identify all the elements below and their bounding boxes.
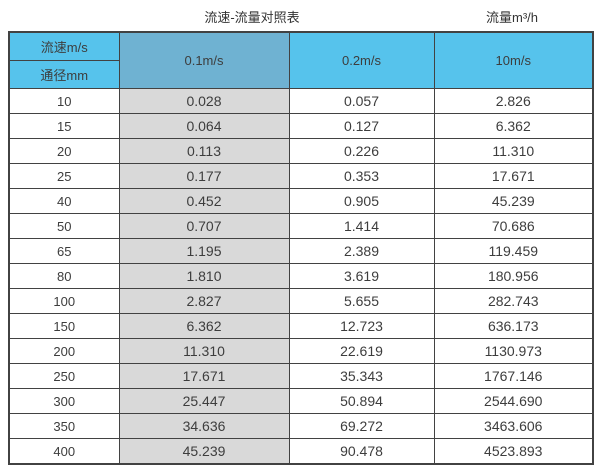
flow-value-cell: 1.195 bbox=[118, 238, 290, 264]
flow-value-cell: 69.272 bbox=[288, 413, 435, 439]
flow-value-cell: 0.905 bbox=[288, 188, 435, 214]
table-row: 80 1.810 3.619 180.956 bbox=[8, 263, 594, 289]
flow-value-cell: 0.226 bbox=[288, 138, 435, 164]
flow-value-cell: 0.057 bbox=[288, 88, 435, 114]
page-header: 流速-流量对照表 流量m³/h bbox=[0, 0, 600, 30]
header-row-bottom: 通径mm bbox=[8, 60, 593, 89]
diameter-cell: 80 bbox=[8, 263, 120, 289]
flow-value-cell: 45.239 bbox=[433, 188, 594, 214]
flow-value-cell: 0.177 bbox=[118, 163, 290, 189]
diameter-cell: 40 bbox=[8, 188, 120, 214]
flow-value-cell: 2.827 bbox=[118, 288, 290, 314]
flow-value-cell: 119.459 bbox=[433, 238, 594, 264]
flow-value-cell: 17.671 bbox=[118, 363, 290, 389]
flow-value-cell: 5.655 bbox=[288, 288, 435, 314]
column-header-velocity-10: 10m/s bbox=[433, 31, 594, 89]
diameter-cell: 15 bbox=[8, 113, 120, 139]
flow-value-cell: 50.894 bbox=[288, 388, 435, 414]
table-row: 10 0.028 0.057 2.826 bbox=[8, 88, 594, 114]
diameter-cell: 400 bbox=[8, 438, 120, 465]
column-header-velocity-0-1: 0.1m/s bbox=[118, 31, 290, 89]
flow-rate-table: 流速m/s 0.1m/s 0.2m/s 10m/s 通径mm 10 0.028 0.… bbox=[8, 31, 594, 465]
page-title: 流速-流量对照表 bbox=[204, 10, 300, 25]
flow-value-cell: 12.723 bbox=[288, 313, 435, 339]
flow-value-cell: 1130.973 bbox=[433, 338, 594, 364]
table-row: 50 0.707 1.414 70.686 bbox=[8, 213, 594, 239]
diameter-cell: 25 bbox=[8, 163, 120, 189]
table-row: 40 0.452 0.905 45.239 bbox=[8, 188, 594, 214]
flow-value-cell: 22.619 bbox=[288, 338, 435, 364]
table-body: 10 0.028 0.057 2.826 15 0.064 0.127 6.362 20 0.11… bbox=[8, 88, 594, 465]
flow-value-cell: 45.239 bbox=[118, 438, 290, 465]
table-row: 250 17.671 35.343 1767.146 bbox=[8, 363, 594, 389]
flow-value-cell: 11.310 bbox=[118, 338, 290, 364]
flow-value-cell: 1.810 bbox=[118, 263, 290, 289]
diameter-cell: 100 bbox=[8, 288, 120, 314]
diameter-cell: 50 bbox=[8, 213, 120, 239]
diameter-cell: 250 bbox=[8, 363, 120, 389]
flow-value-cell: 3.619 bbox=[288, 263, 435, 289]
table-header: 流速m/s 0.1m/s 0.2m/s 10m/s 通径mm bbox=[8, 31, 594, 89]
flow-value-cell: 6.362 bbox=[118, 313, 290, 339]
table-row: 300 25.447 50.894 2544.690 bbox=[8, 388, 594, 414]
flow-value-cell: 2544.690 bbox=[433, 388, 594, 414]
table-row: 65 1.195 2.389 119.459 bbox=[8, 238, 594, 264]
corner-velocity-label: 流速m/s bbox=[8, 31, 120, 61]
flow-value-cell: 70.686 bbox=[433, 213, 594, 239]
corner-diameter-label: 通径mm bbox=[8, 60, 120, 89]
table-row: 25 0.177 0.353 17.671 bbox=[8, 163, 594, 189]
flow-value-cell: 0.064 bbox=[118, 113, 290, 139]
flow-value-cell: 2.826 bbox=[433, 88, 594, 114]
flow-value-cell: 90.478 bbox=[288, 438, 435, 465]
table-row: 100 2.827 5.655 282.743 bbox=[8, 288, 594, 314]
diameter-cell: 10 bbox=[8, 88, 120, 114]
table-row: 15 0.064 0.127 6.362 bbox=[8, 113, 594, 139]
diameter-cell: 20 bbox=[8, 138, 120, 164]
flow-value-cell: 0.028 bbox=[118, 88, 290, 114]
flow-value-cell: 35.343 bbox=[288, 363, 435, 389]
diameter-cell: 65 bbox=[8, 238, 120, 264]
diameter-cell: 150 bbox=[8, 313, 120, 339]
diameter-cell: 300 bbox=[8, 388, 120, 414]
flow-value-cell: 34.636 bbox=[118, 413, 290, 439]
flow-value-cell: 17.671 bbox=[433, 163, 594, 189]
flow-value-cell: 0.452 bbox=[118, 188, 290, 214]
diameter-cell: 350 bbox=[8, 413, 120, 439]
flow-value-cell: 636.173 bbox=[433, 313, 594, 339]
table-row: 350 34.636 69.272 3463.606 bbox=[8, 413, 594, 439]
flow-value-cell: 0.127 bbox=[288, 113, 435, 139]
table-row: 400 45.239 90.478 4523.893 bbox=[8, 438, 594, 465]
column-header-velocity-0-2: 0.2m/s bbox=[288, 31, 435, 89]
flow-value-cell: 1.414 bbox=[288, 213, 435, 239]
flow-value-cell: 25.447 bbox=[118, 388, 290, 414]
diameter-cell: 200 bbox=[8, 338, 120, 364]
flow-value-cell: 2.389 bbox=[288, 238, 435, 264]
flow-value-cell: 0.707 bbox=[118, 213, 290, 239]
header-row-top: 流速m/s 0.1m/s 0.2m/s 10m/s bbox=[8, 31, 594, 89]
flow-value-cell: 1767.146 bbox=[433, 363, 594, 389]
flow-unit-label: 流量m³/h bbox=[485, 10, 539, 25]
flow-value-cell: 282.743 bbox=[433, 288, 594, 314]
table-row: 20 0.113 0.226 11.310 bbox=[8, 138, 594, 164]
flow-value-cell: 6.362 bbox=[433, 113, 594, 139]
flow-value-cell: 0.113 bbox=[118, 138, 290, 164]
flow-value-cell: 3463.606 bbox=[433, 413, 594, 439]
table-row: 150 6.362 12.723 636.173 bbox=[8, 313, 594, 339]
flow-value-cell: 11.310 bbox=[433, 138, 594, 164]
flow-value-cell: 0.353 bbox=[288, 163, 435, 189]
flow-value-cell: 4523.893 bbox=[433, 438, 594, 465]
table-row: 200 11.310 22.619 1130.973 bbox=[8, 338, 594, 364]
flow-value-cell: 180.956 bbox=[433, 263, 594, 289]
